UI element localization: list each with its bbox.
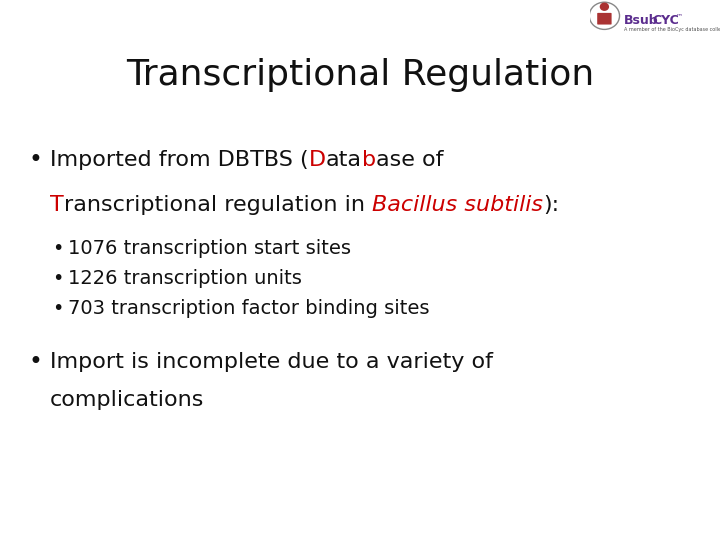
Text: ranscriptional regulation in: ranscriptional regulation in [64,195,372,215]
Text: Import is incomplete due to a variety of: Import is incomplete due to a variety of [50,352,493,372]
Text: Transcriptional Regulation: Transcriptional Regulation [126,58,594,92]
Text: complications: complications [50,390,204,410]
Text: 1226 transcription units: 1226 transcription units [68,268,302,287]
Circle shape [600,3,609,11]
Text: Bacillus subtilis: Bacillus subtilis [372,195,543,215]
FancyBboxPatch shape [597,13,611,24]
Text: CYC: CYC [652,14,679,26]
Text: ™: ™ [676,13,683,19]
Text: ase of: ase of [376,150,444,170]
Text: •: • [28,148,42,172]
Text: •: • [28,350,42,374]
Text: •: • [52,239,63,258]
Text: •: • [52,268,63,287]
Text: T: T [50,195,64,215]
Text: Imported from DBTBS (: Imported from DBTBS ( [50,150,309,170]
Text: A member of the BioCyc database collection: A member of the BioCyc database collecti… [624,26,720,31]
Text: D: D [309,150,325,170]
Text: Bsub: Bsub [624,14,659,26]
Text: b: b [361,150,376,170]
Text: ):: ): [543,195,559,215]
Text: ata: ata [325,150,361,170]
Text: 703 transcription factor binding sites: 703 transcription factor binding sites [68,299,430,318]
Text: •: • [52,299,63,318]
Text: 1076 transcription start sites: 1076 transcription start sites [68,239,351,258]
